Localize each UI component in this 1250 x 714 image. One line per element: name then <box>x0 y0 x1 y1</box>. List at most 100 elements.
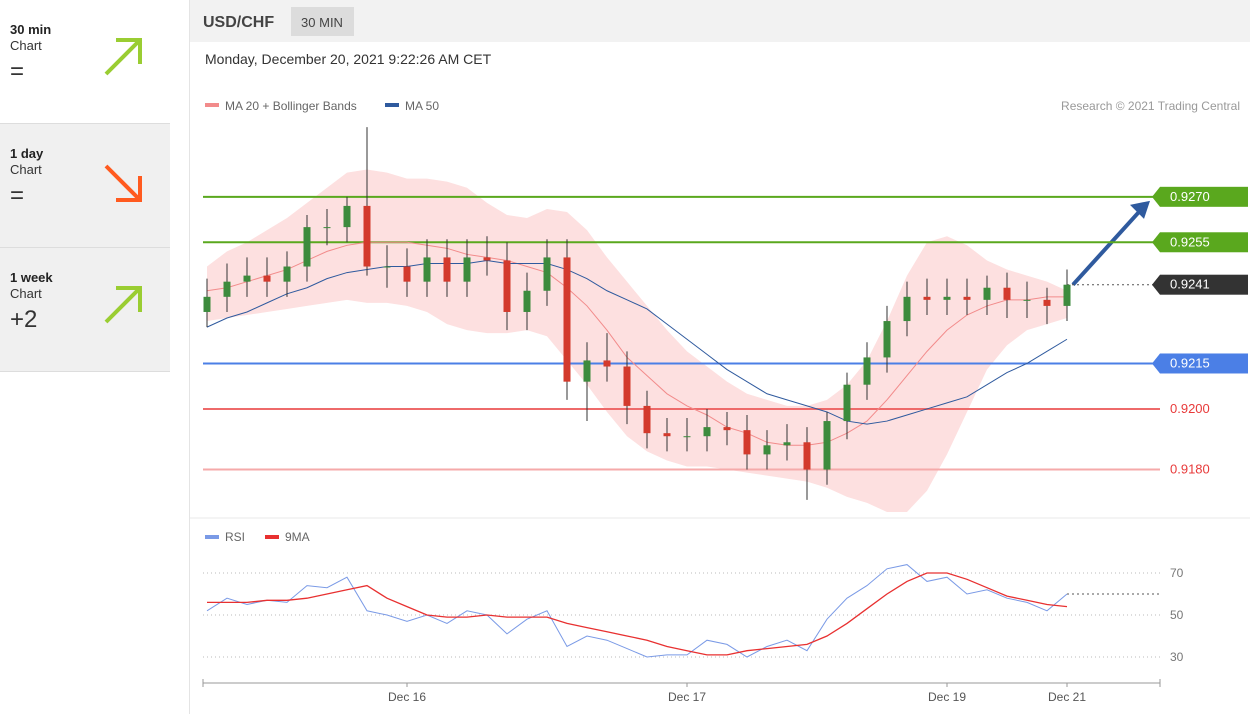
candle-body <box>363 205 371 267</box>
change: +2 <box>10 306 38 333</box>
signal-panel[interactable]: 1 day Chart = <box>0 124 170 248</box>
level-box-tip <box>1152 186 1160 207</box>
x-tick-label: Dec 21 <box>1048 690 1086 704</box>
period: 1 day <box>10 146 44 161</box>
candle-body <box>483 257 491 261</box>
candle-body <box>1023 299 1031 301</box>
direction-arrow <box>104 164 142 202</box>
candle-body <box>303 227 311 267</box>
candle-body <box>563 257 571 382</box>
series-line <box>206 259 1068 425</box>
level-box-tip <box>1152 274 1160 295</box>
level-box-tip <box>1152 232 1160 253</box>
candle-body <box>383 266 391 268</box>
candle-body <box>903 296 911 322</box>
level-box <box>1160 353 1248 374</box>
candle-body <box>463 257 471 282</box>
candle-body <box>643 405 651 434</box>
candle-body <box>783 442 791 446</box>
y-tick-label: 70 <box>1170 566 1184 580</box>
candle-body <box>883 321 891 358</box>
period: 1 week <box>10 270 53 285</box>
x-tick-label: Dec 17 <box>668 690 706 704</box>
x-tick-label: Dec 19 <box>928 690 966 704</box>
period: 30 min <box>10 22 52 37</box>
candle-body <box>823 421 831 470</box>
direction-arrow <box>104 286 142 324</box>
series-line <box>207 572 1068 656</box>
direction-arrow <box>104 38 142 76</box>
candle-body <box>283 266 291 282</box>
candle-body <box>343 205 351 228</box>
level-label: 0.9255 <box>1170 234 1210 249</box>
forecast-arrow <box>1071 200 1150 287</box>
candle-body <box>1003 287 1011 300</box>
candle-body <box>803 442 811 470</box>
candle-body <box>203 296 211 312</box>
bollinger-band <box>207 169 1067 512</box>
level-box-tip <box>1152 353 1160 374</box>
symbol: USD/CHF <box>203 14 274 31</box>
candle-body <box>503 260 511 312</box>
label: Chart <box>10 38 42 53</box>
level-box <box>1160 274 1248 295</box>
candle-body <box>263 275 271 282</box>
candle-body <box>923 296 931 300</box>
candle-body <box>443 257 451 282</box>
forecast-arrow-shaft <box>1071 209 1142 287</box>
candle-body <box>663 433 671 437</box>
candle-body <box>863 357 871 385</box>
legend-label: MA 50 <box>405 99 439 113</box>
legend-swatch <box>385 103 399 107</box>
candle-body <box>1043 299 1051 306</box>
legend-label: 9MA <box>285 530 310 544</box>
candle-body <box>843 384 851 422</box>
interval: 30 MIN <box>301 15 343 30</box>
level-label: 0.9180 <box>1170 462 1210 477</box>
candle-body <box>983 287 991 300</box>
candle-body <box>723 427 731 431</box>
candle-body <box>323 227 331 229</box>
forecast-arrow-head <box>1130 200 1150 219</box>
label: Chart <box>10 162 42 177</box>
candle-body <box>543 257 551 291</box>
level-box <box>1160 186 1248 207</box>
candle-body <box>423 257 431 282</box>
signal-panel[interactable]: 30 min Chart = <box>0 0 170 124</box>
legend-label: RSI <box>225 530 245 544</box>
label: Chart <box>10 286 42 301</box>
y-tick-label: 30 <box>1170 650 1184 664</box>
candle-body <box>703 427 711 437</box>
candle-body <box>583 360 591 382</box>
change: = <box>10 58 25 85</box>
legend-swatch <box>205 535 219 539</box>
candle-body <box>683 436 691 438</box>
candle-body <box>963 296 971 300</box>
candle-body <box>403 266 411 282</box>
level-box <box>1160 232 1248 253</box>
candle-body <box>763 445 771 455</box>
signal-panel[interactable]: 1 week Chart +2 <box>0 248 170 372</box>
level-label: 0.9215 <box>1170 355 1210 370</box>
series-line <box>206 241 1067 446</box>
candle-body <box>623 366 631 406</box>
candle-body <box>743 430 751 455</box>
candle-body <box>523 290 531 312</box>
x-tick-label: Dec 16 <box>388 690 426 704</box>
sidebar: 30 min Chart = 1 day Chart = 1 week Chart +2 <box>0 0 170 372</box>
candle-body <box>943 296 951 300</box>
level-label: 0.9241 <box>1170 277 1210 292</box>
datetime: Monday, December 20, 2021 9:22:26 AM CET <box>205 51 492 67</box>
candle-body <box>603 360 611 367</box>
interval-badge <box>291 7 354 36</box>
header-bar <box>190 0 1250 42</box>
series-line <box>206 564 1068 658</box>
candle-body <box>1063 284 1071 306</box>
candle-body <box>223 281 231 297</box>
legend-swatch <box>265 535 279 539</box>
level-label: 0.9200 <box>1170 401 1210 416</box>
legend-label: MA 20 + Bollinger Bands <box>225 99 357 113</box>
candle-body <box>243 275 251 282</box>
